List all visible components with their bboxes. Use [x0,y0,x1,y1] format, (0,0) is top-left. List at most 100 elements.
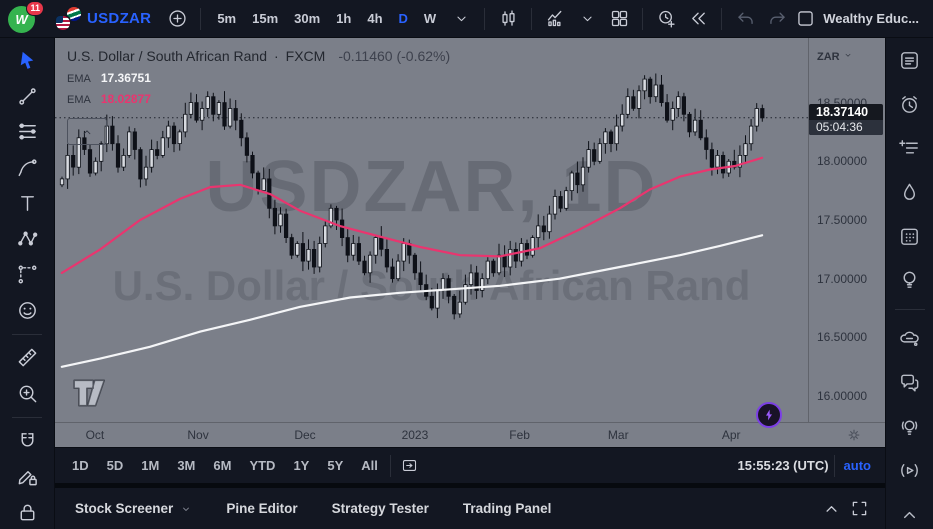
layout-menu-icon[interactable] [923,5,933,33]
ema2-label[interactable]: EMA [67,94,91,106]
lock-all-icon[interactable] [8,496,46,529]
symbol-title[interactable]: U.S. Dollar / South African Rand [67,48,267,64]
pattern-tool-icon[interactable] [8,223,46,256]
drawing-lock-icon[interactable] [8,461,46,494]
ema1-label[interactable]: EMA [67,73,91,85]
panel-collapse-icon[interactable] [817,495,845,523]
ema2-value: 18.02877 [100,92,151,106]
usd-flag-icon [56,16,70,30]
range-3m[interactable]: 3M [177,458,196,473]
magnet-icon[interactable] [8,425,46,458]
interval-1h[interactable]: 1h [336,11,352,26]
alert-add-icon[interactable] [652,5,680,33]
logo-glyph: W [15,11,28,27]
forecast-tool-icon[interactable] [8,258,46,291]
live-ideas-icon[interactable] [893,412,927,442]
indicators-menu-icon[interactable] [573,5,601,33]
time-axis[interactable]: Oct Nov Dec 2023 Feb Mar Apr [55,422,885,447]
chevron-down-icon [180,503,192,515]
auto-scale-button[interactable]: auto [843,458,871,473]
layout-grid-icon[interactable] [605,5,633,33]
compare-add-icon[interactable] [163,5,191,33]
timezone-gear-icon[interactable] [845,426,863,444]
top-toolbar: W 11 USDZAR 5m 15m 30m 1h 4h D W [0,0,933,38]
calendar-icon[interactable] [893,221,927,251]
trend-line-icon[interactable] [8,80,46,113]
divider [12,416,42,418]
text-tool-icon[interactable] [8,187,46,220]
clock[interactable]: 15:55:23 (UTC) [737,458,829,473]
fib-retracement-icon[interactable] [8,115,46,148]
drawing-toolbar [0,38,55,529]
ideas-icon[interactable] [893,265,927,295]
chart-legend: U.S. Dollar / South African Rand · FXCM … [67,48,450,106]
goto-date-icon[interactable] [396,452,424,480]
save-layout-icon[interactable] [791,5,819,33]
interval-menu-icon[interactable] [447,5,475,33]
axis-currency-label[interactable]: ZAR [817,50,853,63]
interval-30m[interactable]: 30m [294,11,321,26]
measure-icon[interactable] [8,342,46,375]
panel-tab-trading-panel[interactable]: Trading Panel [463,501,552,516]
brush-icon[interactable] [8,151,46,184]
legend-separator: · [274,48,279,64]
divider [833,454,835,477]
main-row: USDZAR, 1D U.S. Dollar / South African R… [0,38,933,529]
toolbar-left-group: W 11 USDZAR 5m 15m 30m 1h 4h D W [6,0,791,35]
indicators-icon[interactable] [541,5,569,33]
lightning-icon[interactable] [756,402,782,428]
divider [484,7,486,30]
interval-d[interactable]: D [398,11,408,26]
undo-icon[interactable] [731,5,759,33]
range-5y[interactable]: 5Y [327,458,344,473]
range-6m[interactable]: 6M [213,458,232,473]
price-axis[interactable]: ZAR 18.50000 18.00000 17.50000 17.00000 16.5… [808,38,885,422]
exchange-label[interactable]: FXCM [285,48,326,64]
fullscreen-icon[interactable] [845,495,873,523]
collapse-legend-icon[interactable] [67,118,107,145]
bar-replay-icon[interactable] [684,5,712,33]
alerts-icon[interactable] [893,90,927,120]
hotlists-icon[interactable] [893,177,927,207]
chat-icon[interactable] [893,368,927,398]
range-ytd[interactable]: YTD [249,458,276,473]
streams-icon[interactable] [893,455,927,485]
home-menu-button[interactable]: W 11 [6,0,44,35]
price-tick: 17.00000 [817,271,868,286]
layout-name[interactable]: Wealthy Educ... [823,11,920,26]
time-tick: Nov [187,428,209,442]
time-tick: Apr [721,428,741,442]
minds-icon[interactable] [893,324,927,354]
tv-logo-icon[interactable] [71,374,109,407]
notes-icon[interactable] [893,134,927,164]
axis-currency-menu-icon [843,50,853,63]
panel-tab-pine-editor[interactable]: Pine Editor [226,501,297,516]
divider [721,7,723,30]
chart-style-icon[interactable] [494,5,522,33]
range-all[interactable]: All [361,458,378,473]
cursor-icon[interactable] [8,44,46,77]
range-1m[interactable]: 1M [141,458,160,473]
interval-15m[interactable]: 15m [252,11,279,26]
panel-tab-stock-screener[interactable]: Stock Screener [75,501,192,516]
panel-tab-strategy-tester[interactable]: Strategy Tester [332,501,429,516]
notification-badge[interactable]: 11 [26,0,44,16]
center-column: USDZAR, 1D U.S. Dollar / South African R… [55,38,885,529]
symbol-search-button[interactable]: USDZAR [48,5,159,32]
chart-pane[interactable]: USDZAR, 1D U.S. Dollar / South African R… [55,38,885,447]
price-chart[interactable] [55,38,808,422]
redo-icon[interactable] [763,5,791,33]
interval-w[interactable]: W [423,11,437,26]
zoom-in-icon[interactable] [8,377,46,410]
range-1d[interactable]: 1D [72,458,89,473]
panel-tab-label: Stock Screener [75,501,174,516]
interval-4h[interactable]: 4h [367,11,383,26]
panel-tab-label: Pine Editor [226,501,298,516]
range-5d[interactable]: 5D [106,458,124,473]
interval-5m[interactable]: 5m [217,11,237,26]
time-tick: Mar [607,428,629,442]
emoji-tool-icon[interactable] [8,294,46,327]
watchlist-icon[interactable] [893,46,927,76]
range-1y[interactable]: 1Y [293,458,310,473]
sidebar-more-icon[interactable] [893,499,927,529]
